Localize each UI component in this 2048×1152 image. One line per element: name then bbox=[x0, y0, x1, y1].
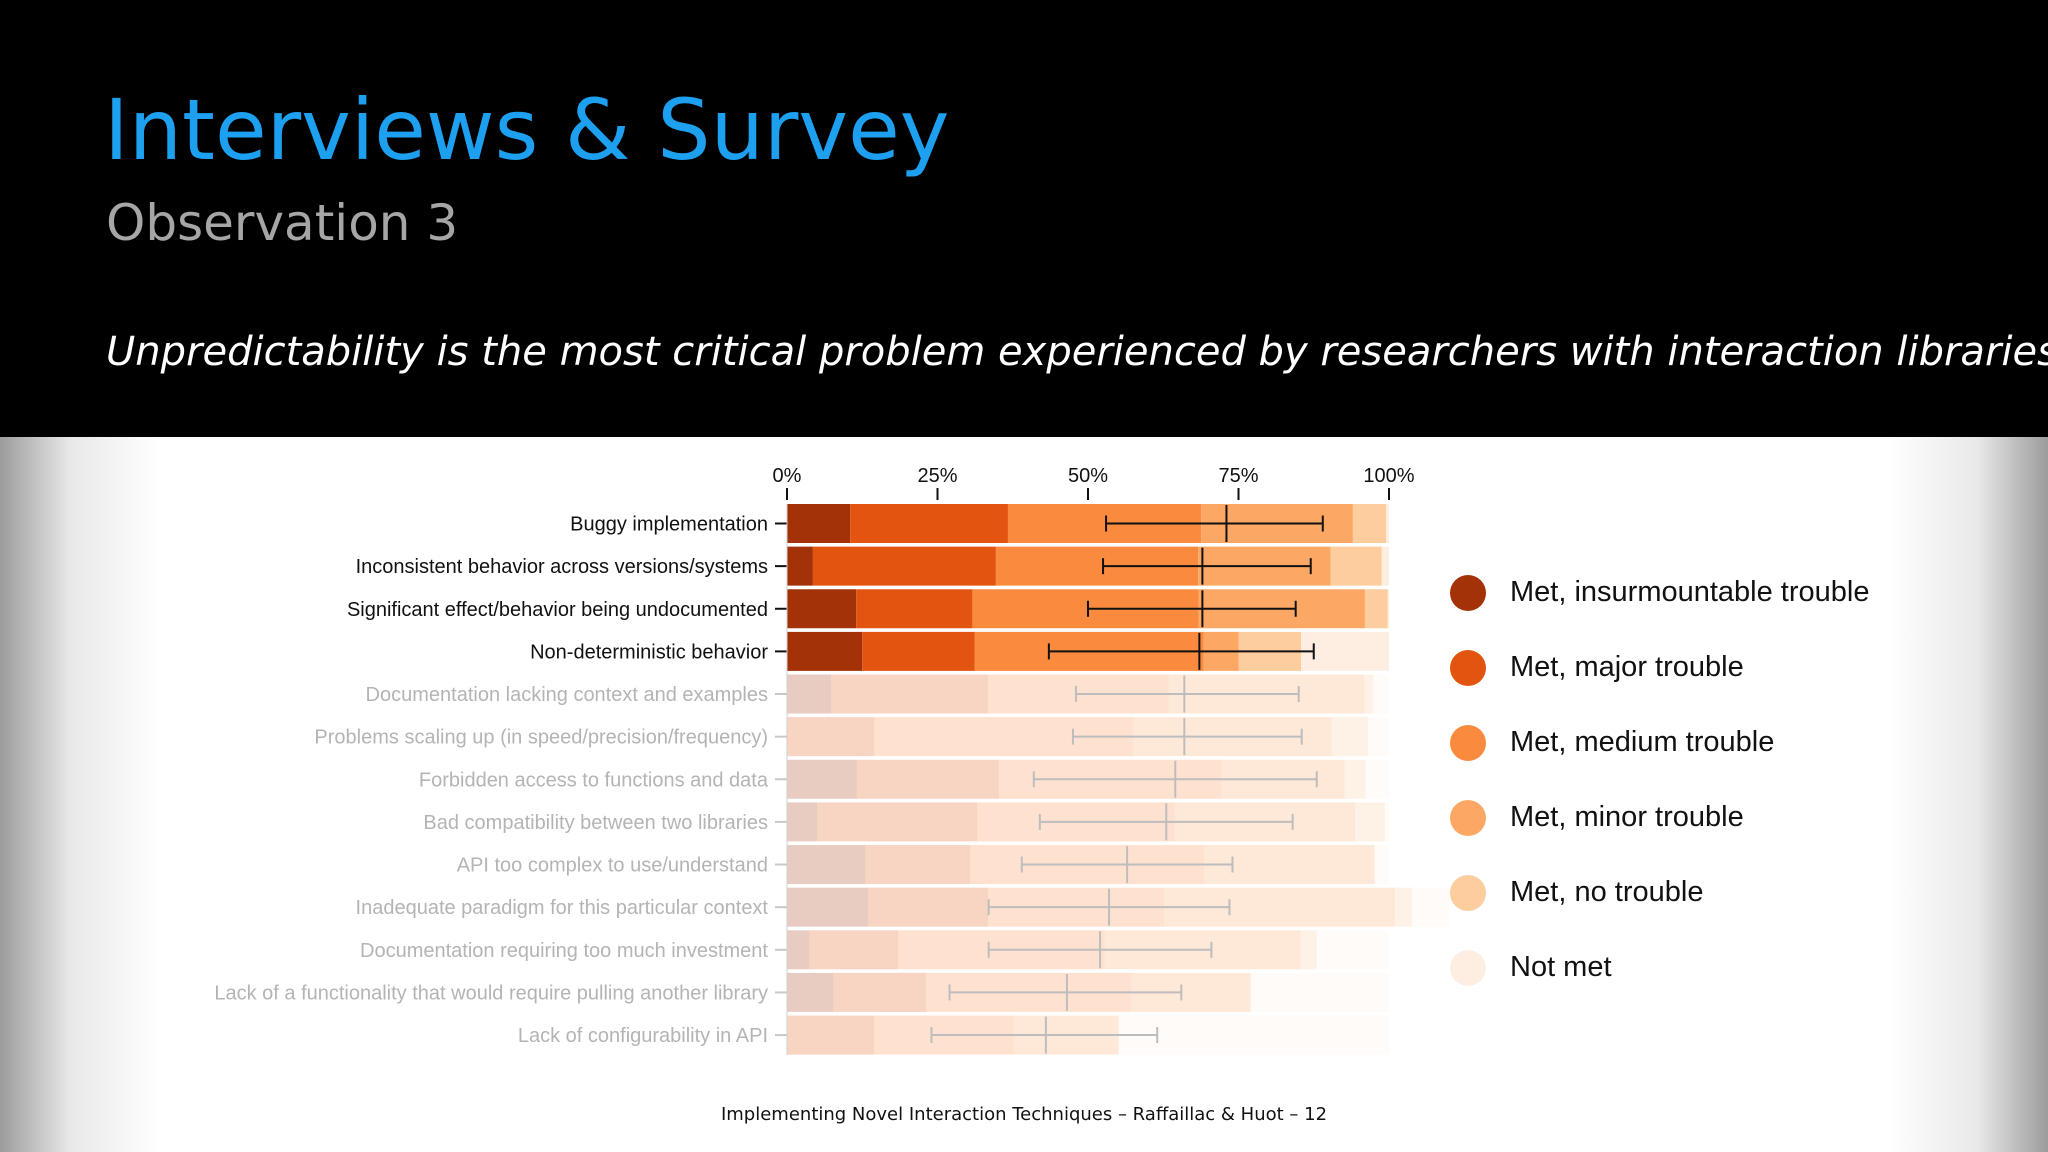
bar-segment bbox=[787, 717, 875, 757]
bar-segment bbox=[1385, 504, 1389, 543]
bar-segment bbox=[1352, 504, 1386, 543]
bar-segment bbox=[856, 759, 999, 799]
bar-segment bbox=[856, 589, 973, 629]
chart-legend: Met, insurmountable trouble Met, major tr… bbox=[1450, 555, 2010, 1005]
category-label: Documentation lacking context and exampl… bbox=[366, 684, 768, 706]
bar-segment bbox=[787, 1015, 875, 1055]
x-tick-label: 75% bbox=[1218, 465, 1258, 487]
legend-item: Met, major trouble bbox=[1450, 630, 2010, 705]
legend-label: Met, insurmountable trouble bbox=[1510, 576, 1870, 608]
legend-label: Met, minor trouble bbox=[1510, 801, 1744, 833]
bar-segment bbox=[865, 845, 971, 885]
bar-segment bbox=[1300, 930, 1317, 970]
bar-segment bbox=[1330, 546, 1382, 586]
category-label: Non-deterministic behavior bbox=[530, 641, 768, 663]
bar-segment bbox=[1384, 802, 1389, 842]
category-label: Inadequate paradigm for this particular … bbox=[356, 897, 769, 919]
x-tick-label: 25% bbox=[917, 465, 957, 487]
x-tick-label: 50% bbox=[1068, 465, 1108, 487]
bar-segment bbox=[817, 802, 978, 842]
bar-segment bbox=[1411, 887, 1450, 927]
bar-segment bbox=[1301, 631, 1389, 671]
bar-segment bbox=[787, 589, 857, 629]
bar-segment bbox=[787, 845, 866, 885]
legend-swatch bbox=[1450, 574, 1486, 611]
bar-segment bbox=[787, 674, 831, 714]
bar-segment bbox=[1365, 759, 1389, 799]
bar-segment bbox=[787, 802, 818, 842]
bar-segment bbox=[1118, 1015, 1389, 1055]
bar-segment bbox=[1374, 845, 1389, 885]
legend-label: Met, no trouble bbox=[1510, 876, 1704, 908]
bar-segment bbox=[787, 759, 857, 799]
bar-segment bbox=[850, 504, 1008, 543]
category-label: Bad compatibility between two libraries bbox=[423, 812, 768, 834]
bar-segment bbox=[1364, 589, 1388, 629]
legend-swatch bbox=[1450, 799, 1486, 836]
legend-label: Not met bbox=[1510, 951, 1612, 983]
slide-statement: Unpredictability is the most critical pr… bbox=[106, 329, 2048, 375]
bar-segment bbox=[787, 887, 869, 927]
bar-segment bbox=[1355, 802, 1385, 842]
category-label: Problems scaling up (in speed/precision/… bbox=[314, 727, 768, 749]
category-label: Lack of a functionality that would requi… bbox=[214, 982, 768, 1004]
bar-segment bbox=[1331, 717, 1368, 757]
bar-segment bbox=[812, 546, 996, 586]
legend-swatch bbox=[1450, 649, 1486, 686]
legend-item: Met, minor trouble bbox=[1450, 780, 2010, 855]
bar-segment bbox=[1387, 589, 1389, 629]
bar-segment bbox=[1395, 887, 1412, 927]
legend-swatch bbox=[1450, 874, 1486, 911]
legend-label: Met, major trouble bbox=[1510, 651, 1744, 683]
category-label: Inconsistent behavior across versions/sy… bbox=[356, 556, 768, 578]
bar-segment bbox=[1367, 717, 1389, 757]
bar-segment bbox=[830, 674, 989, 714]
bar-segment bbox=[787, 546, 813, 586]
bar-segment bbox=[1381, 546, 1389, 586]
legend-item: Met, medium trouble bbox=[1450, 705, 2010, 780]
slide-header: Interviews & Survey Observation 3 Unpred… bbox=[0, 0, 2048, 437]
category-label: Documentation requiring too much investm… bbox=[360, 940, 768, 962]
legend-item: Met, no trouble bbox=[1450, 855, 2010, 930]
bar-segment bbox=[787, 972, 834, 1012]
bar-segment bbox=[787, 631, 863, 671]
legend-item: Met, insurmountable trouble bbox=[1450, 555, 2010, 630]
bar-segment bbox=[833, 972, 927, 1012]
bar-segment bbox=[1373, 674, 1389, 714]
bar-segment bbox=[787, 930, 810, 970]
slide-footer: Implementing Novel Interaction Technique… bbox=[720, 1104, 1328, 1125]
slide-subtitle: Observation 3 bbox=[106, 194, 459, 252]
legend-swatch bbox=[1450, 949, 1486, 986]
slide-title: Interviews & Survey bbox=[104, 81, 950, 179]
category-label: Lack of configurability in API bbox=[518, 1025, 768, 1047]
category-label: Forbidden access to functions and data bbox=[419, 769, 769, 791]
bar-segment bbox=[1364, 674, 1374, 714]
x-tick-label: 0% bbox=[773, 465, 802, 487]
x-tick-label: 100% bbox=[1363, 465, 1414, 487]
category-label: API too complex to use/understand bbox=[457, 855, 768, 877]
legend-label: Met, medium trouble bbox=[1510, 726, 1775, 758]
bar-segment bbox=[868, 887, 989, 927]
bar-segment bbox=[809, 930, 899, 970]
category-label: Significant effect/behavior being undocu… bbox=[347, 599, 768, 621]
legend-item: Not met bbox=[1450, 930, 2010, 1005]
legend-swatch bbox=[1450, 724, 1486, 761]
bar-segment bbox=[862, 631, 975, 671]
bar-segment bbox=[787, 504, 851, 543]
bar-segment bbox=[1316, 930, 1389, 970]
bar-segment bbox=[1250, 972, 1389, 1012]
category-label: Buggy implementation bbox=[570, 514, 768, 536]
bar-segment bbox=[1344, 759, 1366, 799]
